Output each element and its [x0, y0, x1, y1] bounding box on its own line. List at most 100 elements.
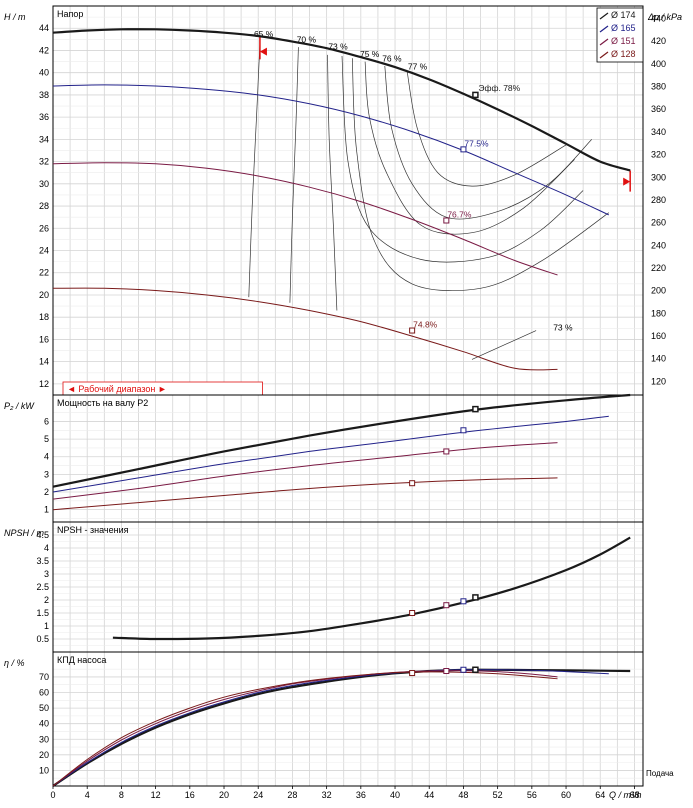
panel-title: Напор [57, 9, 83, 19]
x-tick-label: 0 [50, 790, 55, 800]
y-right-tick-label: 340 [651, 127, 666, 137]
data-marker [472, 91, 479, 99]
x-tick-label: 60 [561, 790, 571, 800]
data-marker [409, 480, 416, 487]
panel-title: КПД насоса [57, 655, 106, 665]
x-axis-label: Q / m³/h [609, 790, 642, 800]
data-marker [460, 427, 467, 434]
y-tick-label: 30 [39, 179, 49, 189]
y-tick-label: 20 [39, 290, 49, 300]
y-tick-label: 40 [39, 719, 49, 729]
y-tick-label: 1 [44, 505, 49, 515]
legend-swatch [599, 12, 609, 20]
y-tick-label: 2 [44, 595, 49, 605]
x-tick-label: 16 [185, 790, 195, 800]
x-tick-label: 56 [527, 790, 537, 800]
iso-efficiency-curve [248, 43, 261, 298]
y-tick-label: 2 [44, 487, 49, 497]
x-tick-label: 48 [458, 790, 468, 800]
y-tick-label: 42 [39, 45, 49, 55]
y-tick-label: 28 [39, 201, 49, 211]
efficiency-label: 75 % [360, 49, 380, 59]
y-tick-label: 44 [39, 23, 49, 33]
y-tick-label: 70 [39, 672, 49, 682]
x-tick-label: 68 [629, 790, 639, 800]
efficiency-label: 73 % [328, 41, 348, 51]
y-right-tick-label: 420 [651, 36, 666, 46]
y-tick-label: 3 [44, 469, 49, 479]
y-right-tick-label: 440 [651, 13, 666, 23]
y-right-tick-label: 160 [651, 331, 666, 341]
data-marker [443, 448, 450, 455]
iso-efficiency-curve [406, 70, 567, 187]
y-tick-label: 40 [39, 68, 49, 78]
data-marker [460, 666, 467, 673]
efficiency-label: 73 % [553, 323, 573, 333]
x-tick-label: 8 [119, 790, 124, 800]
y-axis-label: η / % [4, 658, 25, 668]
data-marker [472, 666, 479, 674]
x-tick-label: 28 [287, 790, 297, 800]
legend-entry: Ø 151 [611, 36, 636, 46]
y-tick-label: 38 [39, 90, 49, 100]
data-marker [409, 610, 416, 616]
efficiency-label: 76 % [382, 54, 402, 64]
data-marker [460, 146, 467, 153]
y-tick-label: 32 [39, 157, 49, 167]
series-line [52, 668, 631, 787]
legend-box [596, 7, 644, 63]
y-tick-label: 22 [39, 268, 49, 278]
y-right-axis-label: Δp / kPa [647, 12, 682, 22]
y-tick-label: 4.5 [36, 530, 49, 540]
x-tick-label: 4 [85, 790, 90, 800]
x-tick-label: 52 [493, 790, 503, 800]
range-limit-arrow [623, 177, 631, 186]
y-tick-label: 1 [44, 621, 49, 631]
y-axis-label: P₂ / kW [4, 401, 35, 411]
x-tick-label: 44 [424, 790, 434, 800]
y-axis-label: NPSH / m [4, 528, 45, 538]
y-tick-label: 34 [39, 134, 49, 144]
y-right-tick-label: 120 [651, 376, 666, 386]
data-marker [409, 327, 416, 334]
y-right-tick-label: 300 [651, 172, 666, 182]
y-right-tick-label: 200 [651, 286, 666, 296]
y-right-tick-label: 240 [651, 240, 666, 250]
y-right-tick-label: 360 [651, 104, 666, 114]
iso-efficiency-curve [327, 54, 338, 311]
data-marker [409, 670, 416, 677]
data-marker [443, 668, 450, 675]
series-line [52, 442, 558, 500]
y-tick-label: 0.5 [36, 634, 49, 644]
y-tick-label: 36 [39, 112, 49, 122]
working-range-label: ◄ Рабочий диапазон ► [67, 384, 167, 394]
y-tick-label: 12 [39, 379, 49, 389]
data-marker [443, 217, 450, 224]
iso-efficiency-curve [351, 58, 610, 292]
series-line [52, 84, 610, 216]
series-line [52, 162, 558, 276]
y-tick-label: 6 [44, 416, 49, 426]
x-tick-label: 36 [356, 790, 366, 800]
series-line [52, 415, 609, 493]
iso-efficiency-curve [384, 65, 592, 220]
y-right-tick-label: 400 [651, 59, 666, 69]
y-tick-label: 50 [39, 703, 49, 713]
y-right-tick-label: 180 [651, 308, 666, 318]
x-tick-label: 12 [151, 790, 161, 800]
series-line [52, 287, 558, 371]
y-tick-label: 4 [44, 452, 49, 462]
legend-swatch [599, 51, 609, 59]
y-tick-label: 24 [39, 246, 49, 256]
y-tick-label: 3 [44, 569, 49, 579]
y-tick-label: 3.5 [36, 556, 49, 566]
data-marker [443, 602, 450, 609]
data-marker [472, 405, 479, 413]
data-marker [460, 598, 467, 605]
marker-label: Эфф. 78% [478, 83, 520, 93]
y-tick-label: 1.5 [36, 608, 49, 618]
panel-frame [52, 651, 644, 787]
series-line [52, 669, 609, 787]
y-axis-label: H / m [4, 12, 26, 22]
